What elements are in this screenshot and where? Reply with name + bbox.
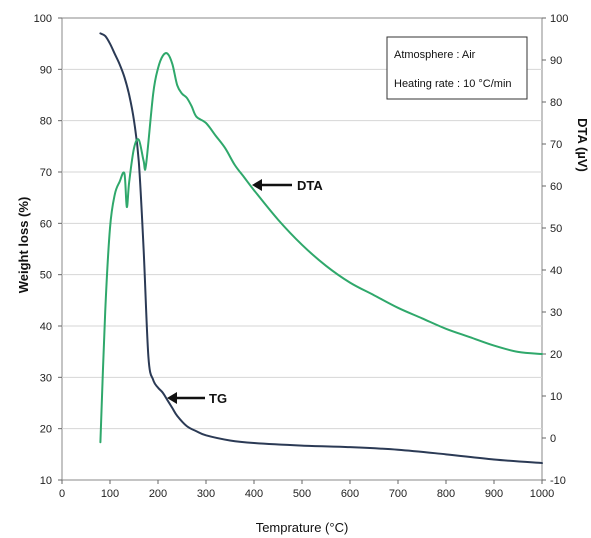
- left-y-tick-label: 70: [40, 167, 52, 179]
- right-y-tick-label: 50: [550, 223, 562, 235]
- right-y-tick-label: 70: [550, 139, 562, 151]
- left-y-tick-label: 60: [40, 218, 52, 230]
- series-layer: [99, 32, 543, 465]
- tg-annotation: TG: [167, 391, 227, 406]
- right-y-tick-label: -10: [550, 475, 566, 487]
- series-line-tg: [99, 32, 543, 465]
- x-tick-label: 700: [389, 488, 407, 500]
- right-y-tick-label: 90: [550, 55, 562, 67]
- x-axis-ticks: 0 100 200 300 400 500 600 700 800 900 1000: [59, 480, 554, 500]
- left-y-axis-title: Weight loss (%): [16, 197, 31, 294]
- legend-line-atmosphere: Atmosphere : Air: [394, 49, 476, 61]
- right-y-tick-label: 100: [550, 13, 568, 25]
- dta-annotation: DTA: [252, 178, 323, 193]
- left-y-tick-label: 30: [40, 372, 52, 384]
- right-y-axis-title: DTA (µV): [575, 118, 590, 172]
- right-y-axis-ticks: -10 0 10 20 30 40 50 60 70 80 90 100: [542, 13, 568, 487]
- left-y-tick-label: 40: [40, 321, 52, 333]
- right-y-tick-label: 0: [550, 433, 556, 445]
- x-tick-label: 400: [245, 488, 263, 500]
- dta-annotation-label: DTA: [297, 178, 323, 193]
- right-y-tick-label: 20: [550, 349, 562, 361]
- x-tick-label: 300: [197, 488, 215, 500]
- legend-box: Atmosphere : Air Heating rate : 10 °C/mi…: [386, 36, 528, 100]
- series-line-dta: [99, 52, 543, 444]
- x-tick-label: 0: [59, 488, 65, 500]
- x-tick-label: 100: [101, 488, 119, 500]
- right-y-tick-label: 60: [550, 181, 562, 193]
- right-y-tick-label: 80: [550, 97, 562, 109]
- left-y-tick-label: 80: [40, 116, 52, 128]
- x-tick-label: 900: [485, 488, 503, 500]
- x-tick-label: 200: [149, 488, 167, 500]
- right-y-tick-label: 40: [550, 265, 562, 277]
- tg-annotation-label: TG: [209, 391, 227, 406]
- x-tick-label: 500: [293, 488, 311, 500]
- x-axis-title: Temprature (°C): [256, 520, 349, 535]
- left-y-axis-ticks: 10 20 30 40 50 60 70 80 90 100: [34, 13, 62, 487]
- right-y-tick-label: 30: [550, 307, 562, 319]
- legend-line-heating-rate: Heating rate : 10 °C/min: [394, 78, 512, 90]
- x-tick-label: 800: [437, 488, 455, 500]
- x-tick-label: 1000: [530, 488, 554, 500]
- left-y-tick-label: 10: [40, 475, 52, 487]
- left-y-tick-label: 50: [40, 270, 52, 282]
- x-tick-label: 600: [341, 488, 359, 500]
- left-y-tick-label: 90: [40, 64, 52, 76]
- left-y-tick-label: 100: [34, 13, 52, 25]
- left-y-tick-label: 20: [40, 424, 52, 436]
- right-y-tick-label: 10: [550, 391, 562, 403]
